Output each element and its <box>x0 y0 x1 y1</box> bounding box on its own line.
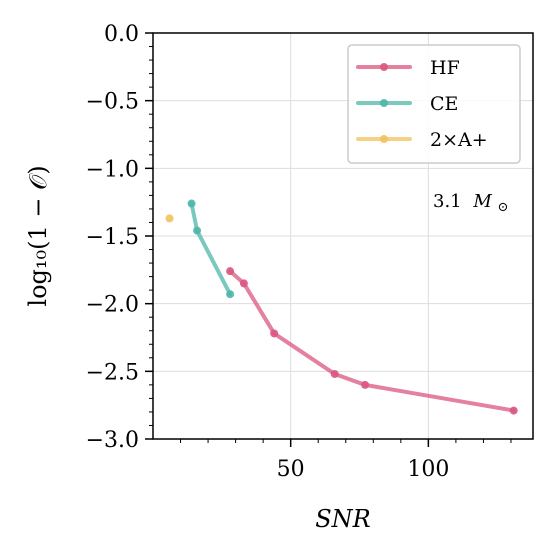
mass-annotation-subscript: ⊙ <box>498 200 509 215</box>
data-point-1-2 <box>226 290 235 299</box>
x-tick-label-1: 100 <box>407 457 449 482</box>
y-tick-label-3: −1.5 <box>86 225 139 250</box>
data-point-0-5 <box>509 406 518 415</box>
legend-marker-2 <box>380 135 388 143</box>
series-layer <box>165 199 518 415</box>
data-point-2-0 <box>165 214 174 223</box>
y-axis-label: log₁₀(1 − 𝒪) <box>24 165 52 306</box>
x-axis-label: SNR <box>315 505 371 533</box>
series-line-0 <box>228 269 516 413</box>
data-point-1-1 <box>193 226 202 235</box>
series-1 <box>187 199 235 299</box>
mass-annotation: 3.1 M ⊙ <box>433 191 508 215</box>
legend-box <box>347 44 521 164</box>
data-point-0-3 <box>330 370 339 379</box>
data-point-0-4 <box>361 380 370 389</box>
y-tick-label-1: −0.5 <box>86 90 139 115</box>
data-point-0-2 <box>270 329 279 338</box>
y-tick-label-2: −1.0 <box>86 157 139 182</box>
data-point-0-0 <box>226 267 235 276</box>
series-2 <box>165 214 174 223</box>
y-tick-label-0: 0.0 <box>104 22 139 47</box>
y-tick-label-6: −3.0 <box>86 428 139 453</box>
data-point-1-0 <box>187 199 196 208</box>
data-point-0-1 <box>239 279 248 288</box>
mass-annotation-value: 3.1 <box>433 191 462 212</box>
legend-marker-1 <box>380 99 388 107</box>
series-line-1 <box>189 201 233 297</box>
legend-marker-0 <box>380 63 388 71</box>
legend-label-2: 2×A+ <box>430 129 488 151</box>
x-tick-label-0: 50 <box>277 457 305 482</box>
y-tick-label-5: −2.5 <box>86 360 139 385</box>
legend-label-1: CE <box>430 93 458 115</box>
mass-annotation-unit: M <box>472 191 492 212</box>
legend: HF CE 2×A+ <box>347 44 521 164</box>
y-tick-label-4: −2.0 <box>86 293 139 318</box>
axis-ticks: 50 100 0.0 −0.5 −1.0 −1.5 −2.0 −2.5 −3.0 <box>86 22 512 482</box>
series-0 <box>226 267 518 415</box>
legend-label-0: HF <box>430 57 460 79</box>
